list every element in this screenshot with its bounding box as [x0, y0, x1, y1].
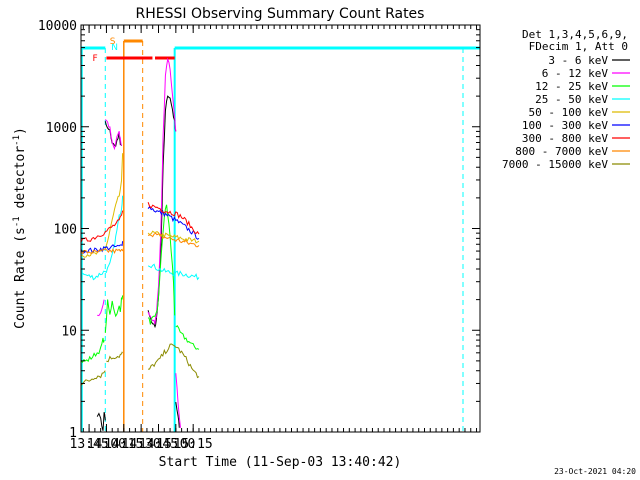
- series-line-6-12-keV: [97, 299, 105, 317]
- series-line-100-300-keV: [80, 241, 124, 255]
- series-line-6-12-keV: [175, 373, 181, 428]
- x-tick-label: 13:45: [70, 437, 109, 452]
- y-tick-label: 1000: [46, 121, 77, 136]
- x-tick-label: 14:30: [122, 437, 161, 452]
- series-line-7000-15000-keV: [148, 343, 200, 379]
- legend-entry-label: 300 - 800 keV: [522, 132, 608, 145]
- series-line-300-800-keV: [147, 202, 200, 235]
- plot-frame: [80, 24, 481, 433]
- series-line-12-25-keV: [104, 295, 124, 333]
- y-tick-label: 1: [69, 426, 77, 441]
- legend-entry-label: 100 - 300 keV: [522, 119, 608, 132]
- x-tick-label: 15:00: [156, 437, 195, 452]
- series-line-12-25-keV: [175, 325, 200, 350]
- series-line-50-100-keV: [80, 153, 124, 258]
- y-tick-label: 100: [54, 223, 77, 238]
- series-line-12-25-keV: [147, 204, 176, 325]
- y-axis-label: Count Rate (s-1 detector-1): [12, 127, 28, 329]
- series-line-6-12-keV: [104, 119, 122, 151]
- series-line-300-800-keV: [80, 210, 124, 243]
- x-tick-label: 14:45: [139, 437, 178, 452]
- x-axis-label: Start Time (11-Sep-03 13:40:42): [159, 455, 402, 470]
- legend-entry-label: 7000 - 15000 keV: [502, 158, 608, 171]
- legend-header: Det 1,3,4,5,6,9,: [522, 28, 628, 41]
- flare-label: F: [92, 54, 97, 64]
- series-line-7000-15000-keV: [80, 370, 106, 386]
- y-tick-label: 10: [61, 324, 77, 339]
- series-line-3-6-keV: [147, 95, 177, 329]
- legend-entry-label: 6 - 12 keV: [542, 67, 609, 80]
- series-line-25-50-keV: [147, 263, 200, 281]
- x-tick-label: 15:15: [174, 437, 213, 452]
- legend-entry-label: 3 - 6 keV: [548, 54, 608, 67]
- series-line-25-50-keV: [80, 195, 124, 281]
- x-tick-label: 14:00: [87, 437, 126, 452]
- series-line-3-6-keV: [104, 121, 122, 147]
- legend-entry-label: 800 - 7000 keV: [515, 145, 608, 158]
- saa-label: S: [110, 37, 116, 47]
- series-line-3-6-keV: [96, 411, 106, 431]
- x-tick-label: 14:15: [104, 437, 143, 452]
- series-line-12-25-keV: [80, 337, 105, 364]
- axes: 1 10 100 1000 10000 13:4514:0014:1514:3014:45…: [38, 19, 481, 452]
- plot-area: NS F: [80, 37, 480, 432]
- chart-title: RHESSI Observing Summary Count Rates: [136, 6, 425, 22]
- legend-header: FDecim 1, Att 0: [529, 40, 628, 53]
- legend: Det 1,3,4,5,6,9,FDecim 1, Att 03 - 6 keV…: [502, 28, 630, 171]
- series-line-7000-15000-keV: [106, 351, 123, 363]
- series-line-100-300-keV: [147, 205, 200, 240]
- legend-entry-label: 50 - 100 keV: [529, 106, 609, 119]
- legend-entry-label: 25 - 50 keV: [535, 93, 608, 106]
- legend-entry-label: 12 - 25 keV: [535, 80, 608, 93]
- series-line-6-12-keV: [147, 57, 177, 325]
- series-line-3-6-keV: [175, 402, 180, 428]
- series-line-50-100-keV: [147, 230, 200, 244]
- series-line-800-7000-keV: [147, 232, 200, 248]
- series-line-800-7000-keV: [80, 248, 124, 255]
- y-tick-label: 10000: [38, 19, 77, 34]
- timestamp: 23-Oct-2021 04:20: [554, 467, 636, 476]
- night-label: N: [111, 43, 118, 53]
